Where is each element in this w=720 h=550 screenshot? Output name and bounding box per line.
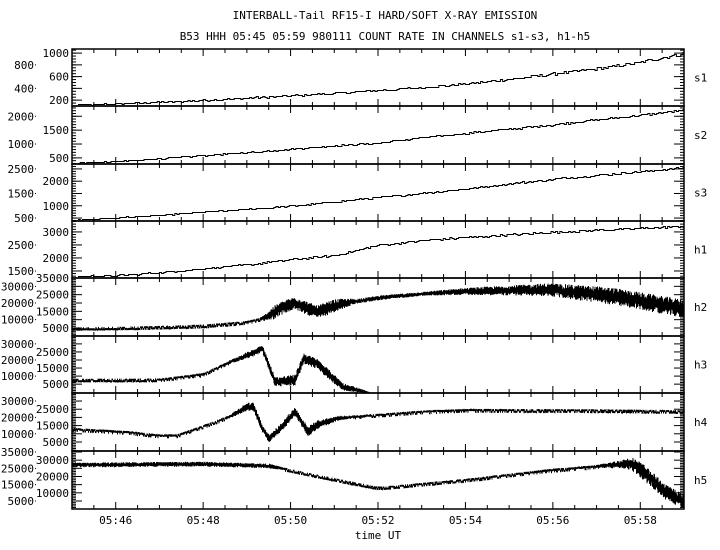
panel-frame bbox=[71, 392, 685, 452]
panel-frame bbox=[71, 450, 685, 510]
y-tick-label-s2: 1000 bbox=[8, 138, 35, 151]
y-tick-label-h4: 20000 bbox=[1, 411, 34, 424]
y-tick-label-h5: 20000 bbox=[36, 470, 69, 483]
panel-h4: h4 bbox=[71, 392, 708, 452]
channel-label-s1: s1 bbox=[694, 72, 707, 85]
panel-h3: h3 bbox=[71, 335, 707, 394]
y-tick-label-h4: 25000 bbox=[36, 403, 69, 416]
x-tick-label: 05:52 bbox=[361, 514, 394, 527]
y-ticks bbox=[71, 393, 685, 451]
y-tick-label-h2: 30000 bbox=[1, 280, 34, 293]
series-h1 bbox=[78, 226, 684, 277]
panel-h2: h2 bbox=[71, 277, 707, 337]
y-tick-label-h3: 5000 bbox=[43, 378, 70, 391]
y-ticks bbox=[71, 163, 685, 222]
y-tick-label-h5: 35000 bbox=[1, 446, 34, 459]
channel-label-s2: s2 bbox=[694, 129, 707, 142]
channel-label-h2: h2 bbox=[694, 301, 707, 314]
y-ticks bbox=[71, 221, 685, 278]
series-s2 bbox=[78, 109, 684, 164]
x-tick-label: 05:48 bbox=[187, 514, 220, 527]
x-tick-label: 05:58 bbox=[624, 514, 657, 527]
y-tick-label-h5: 15000 bbox=[1, 479, 34, 492]
y-tick-label-h3: 30000 bbox=[1, 338, 34, 351]
y-tick-label-h2: 35000 bbox=[36, 272, 69, 285]
panel-frame bbox=[71, 220, 685, 279]
y-tick-label-s2: 1500 bbox=[43, 124, 70, 137]
y-ticks bbox=[71, 451, 685, 509]
y-tick-label-h3: 10000 bbox=[1, 370, 34, 383]
channel-label-h5: h5 bbox=[694, 474, 707, 487]
channel-label-s3: s3 bbox=[694, 187, 707, 200]
chart-title: INTERBALL-Tail RF15-I HARD/SOFT X-RAY EM… bbox=[233, 9, 538, 22]
y-tick-label-h4: 5000 bbox=[43, 436, 70, 449]
series-h4 bbox=[72, 402, 684, 442]
y-tick-label-h2: 10000 bbox=[1, 314, 34, 327]
x-tick-label: 05:56 bbox=[536, 514, 569, 527]
panel-s3: s3 bbox=[71, 163, 707, 222]
y-tick-label-h2: 25000 bbox=[36, 289, 69, 302]
y-tick-label-s1: 800 bbox=[14, 59, 34, 72]
channel-label-h1: h1 bbox=[694, 244, 707, 257]
channel-label-h4: h4 bbox=[694, 416, 708, 429]
x-tick-label: 05:54 bbox=[449, 514, 482, 527]
y-tick-label-s3: 500 bbox=[14, 212, 34, 225]
x-tick-label: 05:46 bbox=[99, 514, 132, 527]
x-tick-label: 05:50 bbox=[274, 514, 307, 527]
y-tick-label-s1: 200 bbox=[49, 94, 69, 107]
panel-h5: h5 bbox=[71, 450, 707, 510]
y-tick-label-h3: 15000 bbox=[36, 362, 69, 375]
y-tick-label-h2: 15000 bbox=[36, 305, 69, 318]
panel-frame bbox=[71, 48, 685, 107]
panels: 1000 800 600 400 200 2000 1500 1000 500 2500 2000 1… bbox=[1, 47, 708, 510]
y-tick-label-s1: 1000 bbox=[43, 47, 70, 60]
y-tick-label-h5: 30000 bbox=[36, 454, 69, 467]
y-tick-label-h4: 30000 bbox=[1, 395, 34, 408]
series-h2 bbox=[72, 283, 684, 331]
x-axis: 05:46 05:48 05:50 05:52 05:54 05:56 05:58 bbox=[99, 514, 657, 527]
panel-h1: h1 bbox=[71, 220, 707, 279]
y-tick-label-h5: 5000 bbox=[8, 495, 35, 508]
y-tick-label-s3: 2500 bbox=[8, 163, 35, 176]
y-tick-label-s3: 1000 bbox=[43, 200, 70, 213]
y-tick-label-s1: 600 bbox=[49, 71, 69, 84]
series-s1 bbox=[78, 52, 684, 106]
y-ticks bbox=[71, 106, 685, 164]
panel-frame bbox=[71, 105, 685, 165]
panel-s1: s1 bbox=[71, 48, 707, 107]
y-tick-label-h1: 3000 bbox=[43, 226, 70, 239]
series-s3 bbox=[78, 167, 684, 221]
x-axis-label: time UT bbox=[355, 529, 402, 542]
y-ticks bbox=[71, 336, 685, 393]
y-tick-label-h5: 25000 bbox=[1, 462, 34, 475]
channel-label-h3: h3 bbox=[694, 359, 707, 372]
series-h3 bbox=[72, 346, 371, 393]
y-tick-label-s3: 2000 bbox=[43, 175, 70, 188]
panel-frame bbox=[71, 335, 685, 394]
y-tick-label-h3: 25000 bbox=[36, 346, 69, 359]
y-tick-label-h2: 5000 bbox=[43, 322, 70, 335]
y-tick-label-s3: 1500 bbox=[8, 187, 35, 200]
y-tick-labels: 1000 800 600 400 200 2000 1500 1000 500 2500 2000 1… bbox=[1, 47, 69, 508]
panel-s2: s2 bbox=[71, 105, 707, 165]
y-tick-label-h3: 20000 bbox=[1, 354, 34, 367]
y-tick-label-h4: 10000 bbox=[1, 428, 34, 441]
y-tick-label-h4: 15000 bbox=[36, 420, 69, 433]
y-tick-label-s1: 400 bbox=[14, 82, 34, 95]
panel-frame bbox=[71, 163, 685, 222]
y-tick-label-s2: 2000 bbox=[8, 110, 35, 123]
y-tick-label-h1: 2500 bbox=[8, 239, 35, 252]
y-tick-label-h2: 20000 bbox=[1, 297, 34, 310]
y-tick-label-h1: 1500 bbox=[8, 265, 35, 278]
y-ticks bbox=[71, 49, 685, 107]
chart-subtitle: B53 HHH 05:45 05:59 980111 COUNT RATE IN… bbox=[180, 30, 591, 43]
series-h5 bbox=[72, 458, 684, 509]
y-tick-label-s2: 500 bbox=[49, 152, 69, 165]
y-tick-label-h5: 10000 bbox=[36, 487, 69, 500]
y-tick-label-h1: 2000 bbox=[43, 252, 70, 265]
